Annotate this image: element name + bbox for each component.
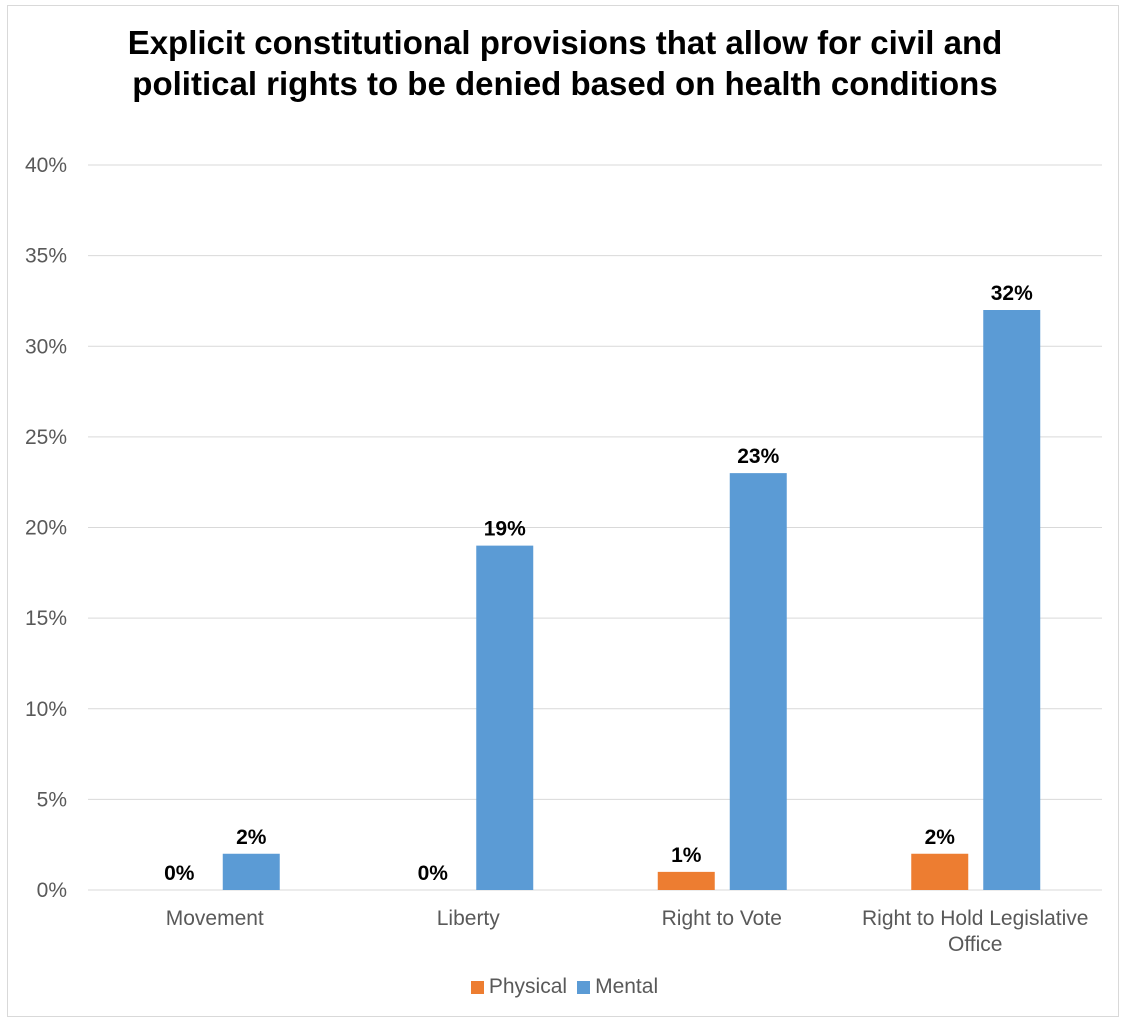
legend-label: Physical <box>488 975 568 998</box>
y-tick-label: 40% <box>25 154 67 177</box>
legend: Physical Mental <box>0 975 1129 1000</box>
x-tick-label: Right to Hold Legislative <box>862 907 1088 930</box>
y-tick-label: 20% <box>25 517 67 540</box>
data-label: 19% <box>484 518 526 541</box>
y-tick-label: 35% <box>25 245 67 268</box>
bar-physical <box>657 871 715 890</box>
y-tick-label: 30% <box>25 335 67 358</box>
data-label: 0% <box>418 862 449 885</box>
data-label: 1% <box>671 844 702 867</box>
legend-item-mental: Mental <box>577 975 658 999</box>
legend-item-physical: Physical <box>470 975 568 999</box>
bar-mental <box>983 310 1041 890</box>
legend-label: Mental <box>595 975 659 998</box>
x-tick-label: Right to Vote <box>662 907 782 930</box>
chart-title: Explicit constitutional provisions that … <box>127 24 1003 102</box>
bar-physical <box>911 853 969 890</box>
y-tick-label: 0% <box>37 879 67 902</box>
y-tick-label: 25% <box>25 426 67 449</box>
data-label: 23% <box>737 445 779 468</box>
y-tick-label: 15% <box>25 607 67 630</box>
x-tick-label: Office <box>948 933 1002 956</box>
chart-frame <box>7 5 1119 1017</box>
y-tick-label: 5% <box>37 788 67 811</box>
bar-mental <box>222 853 280 890</box>
data-label: 0% <box>164 862 195 885</box>
bar-mental <box>729 473 787 890</box>
x-tick-label: Movement <box>166 907 264 930</box>
bar-mental <box>476 545 534 890</box>
x-tick-label: Liberty <box>437 907 501 930</box>
data-label: 2% <box>236 826 267 849</box>
data-label: 2% <box>925 826 956 849</box>
legend-swatch <box>470 980 484 994</box>
y-tick-label: 10% <box>25 698 67 721</box>
data-label: 32% <box>991 282 1033 305</box>
legend-swatch <box>577 980 591 994</box>
